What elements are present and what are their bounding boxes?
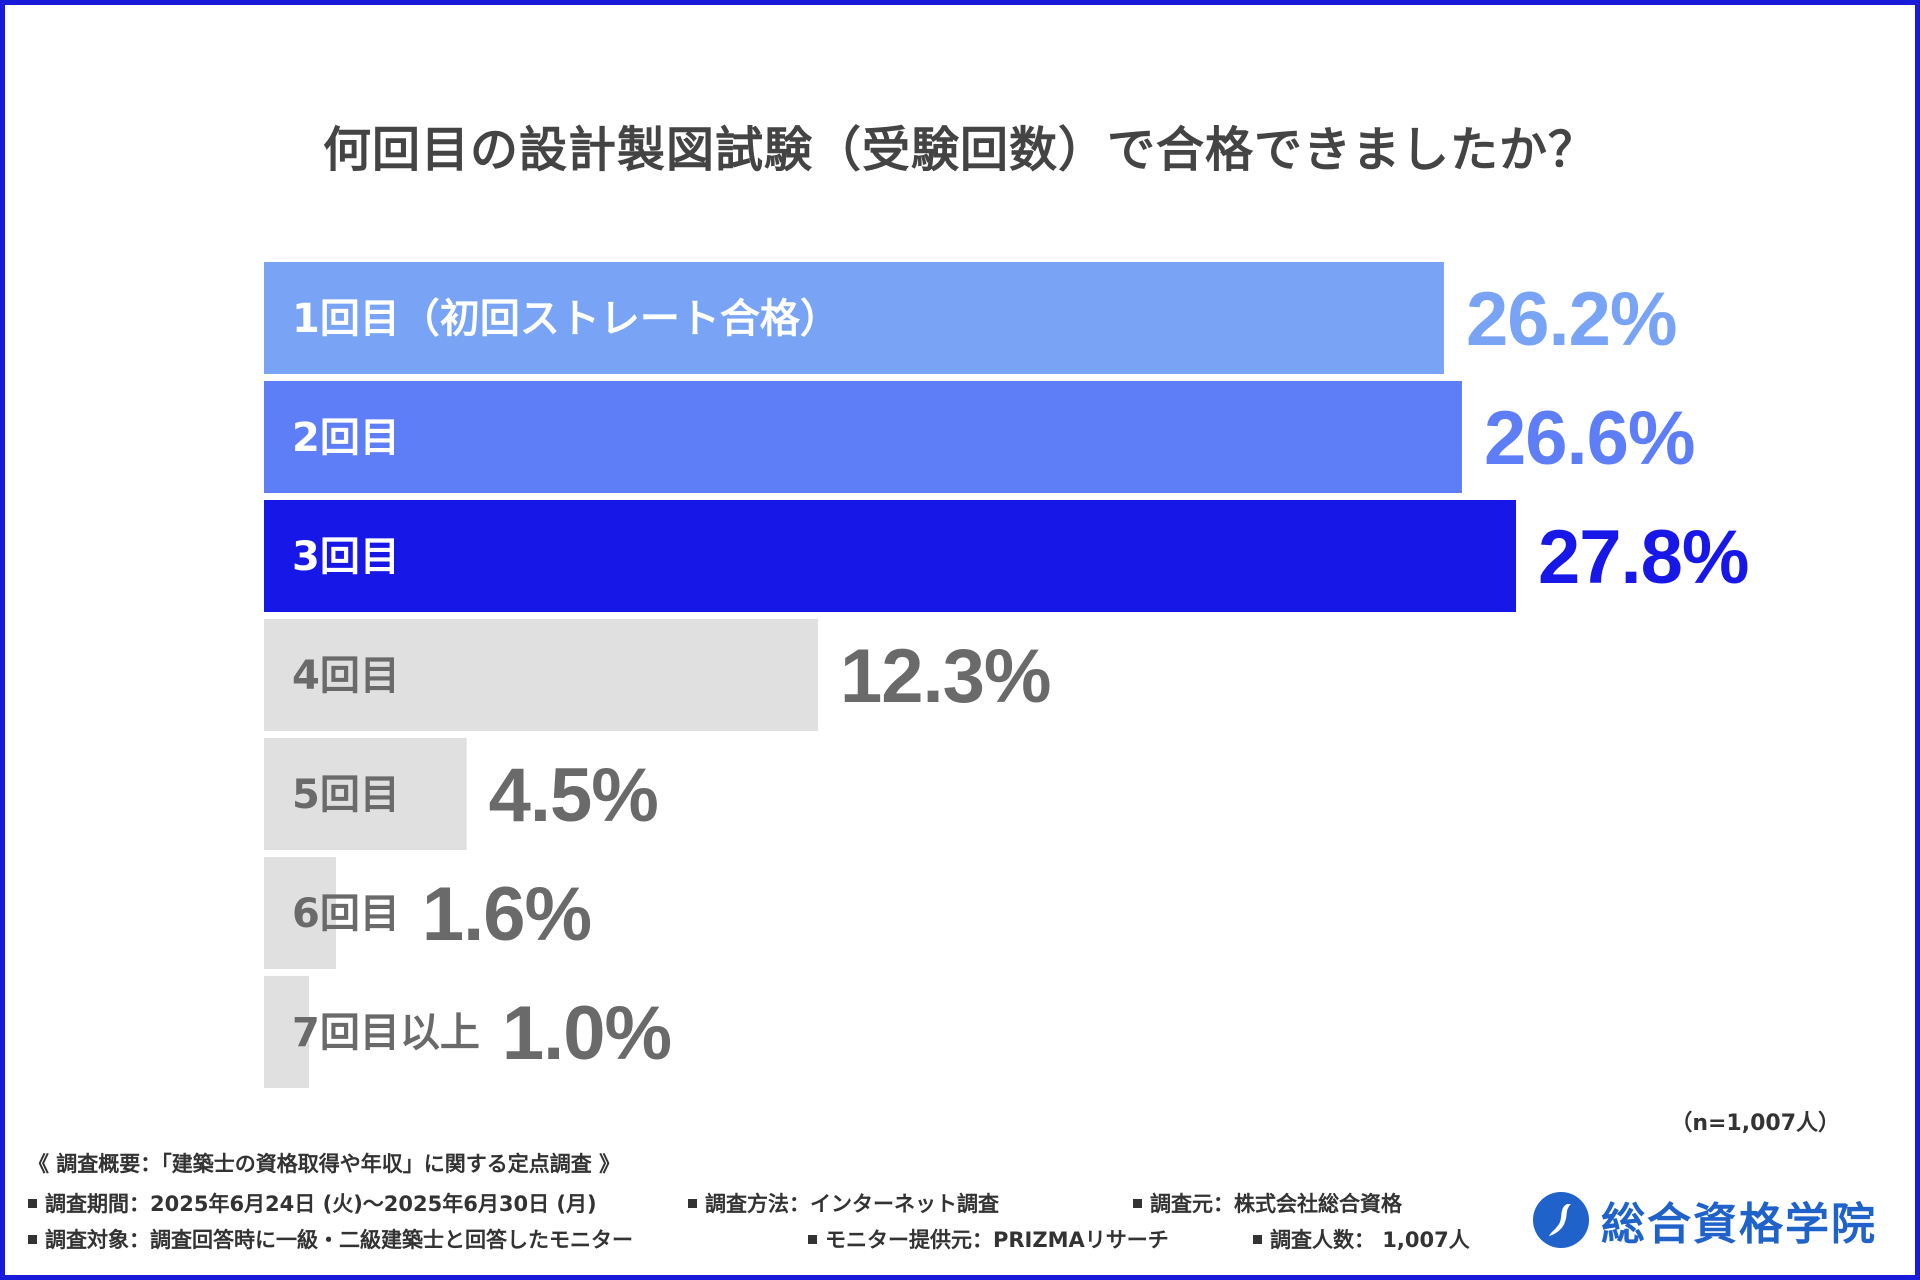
survey-period: 調査期間：2025年6月24日 (火)～2025年6月30日 (月) — [28, 1188, 597, 1218]
bar-1 — [264, 262, 1444, 374]
bullet-square-icon — [688, 1198, 697, 1208]
logo: 総合資格学院 — [1533, 1190, 1877, 1250]
logo-mark-icon — [1533, 1192, 1589, 1248]
survey-method: 調査方法：インターネット調査 — [688, 1188, 999, 1218]
bar-label-2: 2回目 — [292, 415, 400, 461]
bar-chart: 1回目（初回ストレート合格） 26.2% 2回目 26.6% 3回目 27.8% 4回目 12… — [264, 262, 1750, 1088]
bullet-square-icon — [28, 1234, 37, 1244]
survey-target: 調査対象：調査回答時に一級・二級建築士と回答したモニター — [28, 1224, 633, 1254]
bar-value-5: 4.5% — [489, 753, 658, 838]
survey-respondents-text: 調査人数： 1,007人 — [1270, 1228, 1470, 1252]
survey-provider: モニター提供元：PRIZMAリサーチ — [808, 1224, 1169, 1254]
bar-value-6: 1.6% — [422, 872, 591, 957]
bar-7 — [264, 976, 310, 1088]
survey-respondents: 調査人数： 1,007人 — [1253, 1224, 1470, 1254]
bullet-square-icon — [1253, 1234, 1262, 1244]
sample-size: （n=1,007人） — [1670, 1111, 1840, 1136]
survey-period-text: 調査期間：2025年6月24日 (火)～2025年6月30日 (月) — [45, 1192, 597, 1216]
bar-value-7: 1.0% — [502, 991, 671, 1076]
survey-source: 調査元：株式会社総合資格 — [1133, 1188, 1402, 1218]
bar-label-5: 5回目 — [292, 772, 400, 818]
bar-value-1: 26.2% — [1466, 277, 1677, 362]
bar-3 — [264, 500, 1516, 612]
bullet-square-icon — [28, 1198, 37, 1208]
survey-title: 《 調査概要：「建築士の資格取得や年収」に関する定点調査 》 — [28, 1152, 621, 1176]
bullet-square-icon — [1133, 1198, 1142, 1208]
bar-2 — [264, 381, 1462, 493]
bar-5 — [264, 738, 467, 850]
bar-label-4: 4回目 — [292, 653, 400, 699]
bar-6 — [264, 857, 337, 969]
bar-value-3: 27.8% — [1538, 515, 1749, 600]
survey-source-text: 調査元：株式会社総合資格 — [1150, 1192, 1402, 1216]
survey-target-text: 調査対象：調査回答時に一級・二級建築士と回答したモニター — [45, 1228, 633, 1252]
bullet-square-icon — [808, 1234, 817, 1244]
bar-label-3: 3回目 — [292, 534, 400, 580]
chart-title: 何回目の設計製図試験（受験回数）で合格できましたか？ — [322, 122, 1597, 178]
bar-value-4: 12.3% — [840, 634, 1050, 719]
bar-label-1: 1回目（初回ストレート合格） — [292, 296, 840, 342]
bar-value-2: 26.6% — [1484, 396, 1695, 481]
logo-text: 総合資格学院 — [1601, 1199, 1877, 1250]
survey-provider-text: モニター提供元：PRIZMAリサーチ — [825, 1228, 1169, 1252]
bar-label-6: 6回目 — [292, 891, 400, 937]
survey-method-text: 調査方法：インターネット調査 — [705, 1192, 999, 1216]
bar-4 — [264, 619, 818, 731]
bar-label-7: 7回目以上 — [292, 1010, 480, 1056]
